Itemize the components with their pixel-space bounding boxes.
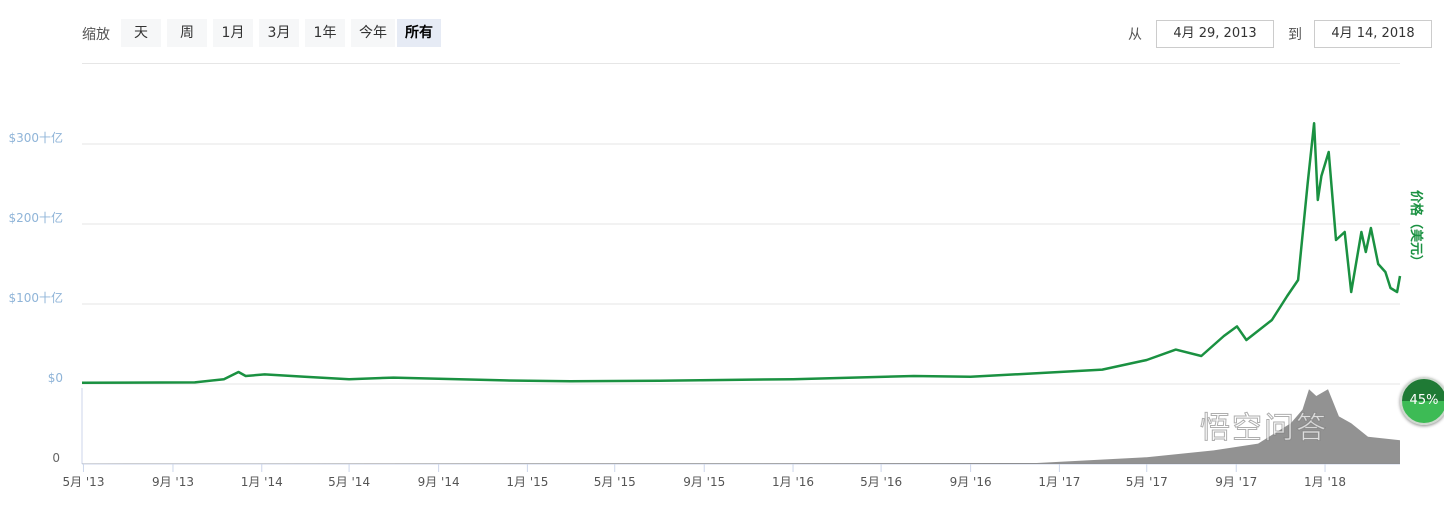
x-tick-label: 5月 '13	[62, 475, 104, 489]
x-tick-label: 1月 '14	[241, 475, 283, 489]
volume-y-tick: 0	[52, 451, 60, 465]
volume-area	[82, 389, 1400, 464]
x-tick-label: 1月 '15	[506, 475, 548, 489]
from-label: 从	[1128, 27, 1142, 43]
x-tick-label: 9月 '16	[950, 475, 992, 489]
y-tick-label: $300十亿	[8, 130, 63, 145]
zoom-button[interactable]: 所有	[397, 19, 441, 47]
y-axis-right-label: 价格（美元）	[1408, 190, 1424, 268]
x-tick-label: 9月 '17	[1215, 475, 1257, 489]
to-date-input[interactable]: 4月 14, 2018	[1314, 20, 1432, 48]
zoom-button[interactable]: 1年	[305, 19, 345, 47]
x-tick-label: 5月 '14	[328, 475, 370, 489]
x-tick-label: 5月 '17	[1126, 475, 1168, 489]
zoom-button[interactable]: 今年	[351, 19, 395, 47]
x-tick-label: 9月 '15	[683, 475, 725, 489]
toolbar-divider	[82, 63, 1400, 64]
progress-badge[interactable]: 45%	[1400, 377, 1444, 425]
zoom-button[interactable]: 天	[121, 19, 161, 47]
x-tick-label: 1月 '18	[1304, 475, 1346, 489]
x-tick-label: 1月 '17	[1038, 475, 1080, 489]
x-tick-label: 9月 '13	[152, 475, 194, 489]
zoom-button[interactable]: 1月	[213, 19, 253, 47]
price-line	[81, 121, 1402, 385]
x-tick-label: 5月 '16	[860, 475, 902, 489]
from-date-input[interactable]: 4月 29, 2013	[1156, 20, 1274, 48]
x-tick-label: 1月 '16	[772, 475, 814, 489]
x-tick-label: 5月 '15	[594, 475, 636, 489]
to-label: 到	[1288, 27, 1302, 43]
zoom-button[interactable]: 周	[167, 19, 207, 47]
zoom-button[interactable]: 3月	[259, 19, 299, 47]
x-tick-label: 9月 '14	[418, 475, 460, 489]
y-tick-label: $200十亿	[8, 210, 63, 225]
watermark: 悟空问答	[1200, 411, 1328, 446]
y-tick-label: $100十亿	[8, 290, 63, 305]
zoom-label: 缩放	[82, 27, 110, 43]
y-tick-label: $0	[48, 371, 63, 385]
